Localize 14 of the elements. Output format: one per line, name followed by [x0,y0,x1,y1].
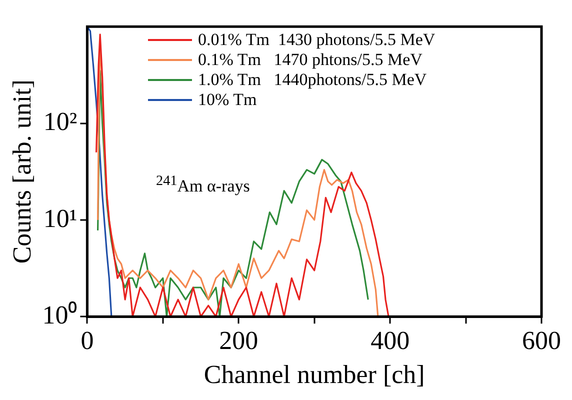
legend-label: 0.01% Tm 1430 photons/5.5 MeV [198,30,436,50]
y-tick-label: 10⁰ [42,300,78,330]
legend-label: 10% Tm [198,90,257,110]
x-tick-label: 200 [219,326,258,356]
y-axis-title: Counts [arb. unit] [7,80,36,264]
legend-label: 1.0% Tm 1440photons/5.5 MeV [198,70,427,90]
x-tick-label: 400 [370,326,410,356]
annotation: $^{241}$Am α-rays [156,173,250,197]
y-tick-label: 10² [43,107,78,136]
x-tick-label: 0 [80,326,94,356]
y-tick-label: 10¹ [43,204,78,233]
x-axis-title: Channel number [ch] [204,360,425,390]
legend-label: 0.1% Tm 1470 phtons/5.5 MeV [198,50,422,70]
x-tick-label: 600 [522,326,561,356]
